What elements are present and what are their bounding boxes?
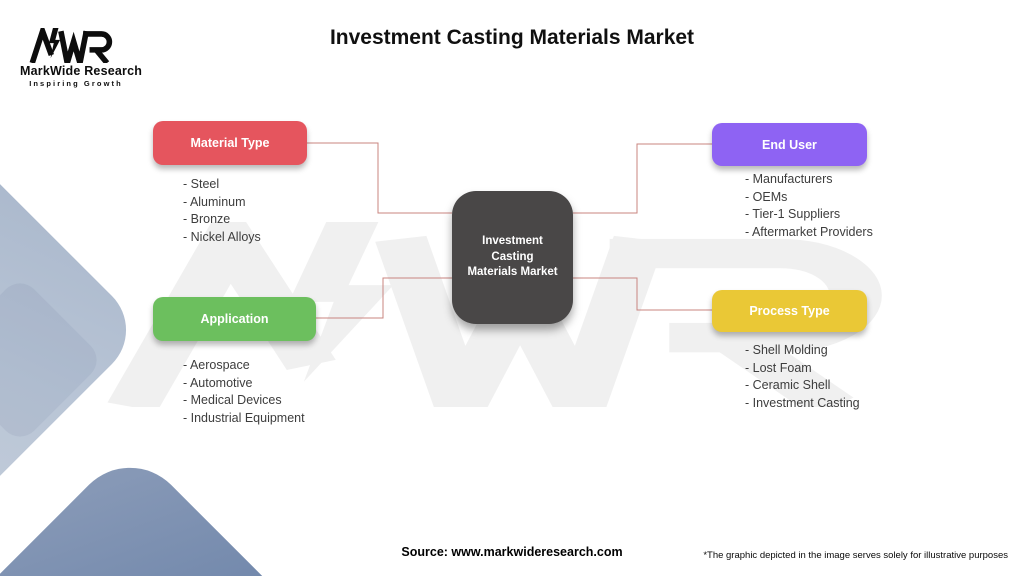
- source-attribution: Source: www.markwideresearch.com: [401, 545, 623, 559]
- list-item: - Aerospace: [183, 358, 250, 372]
- branch-box-end-user: End User: [712, 123, 867, 166]
- center-node-line2: Materials Market: [467, 266, 558, 279]
- connector-material-type: [307, 142, 452, 214]
- branch-label: Material Type: [190, 136, 270, 150]
- list-item: - OEMs: [745, 189, 788, 204]
- branch-box-material-type: Material Type: [153, 121, 307, 165]
- list-item: - Bronze: [183, 212, 231, 227]
- page-title: Investment Casting Materials Market: [329, 26, 695, 49]
- disclaimer-note: *The graphic depicted in the image serve…: [703, 550, 1008, 561]
- connector-end-user: [573, 143, 713, 214]
- logo-tagline: Inspiring Growth: [29, 79, 123, 88]
- branch-box-process-type: Process Type: [712, 290, 867, 332]
- branch-items-application: - Aerospace - Automotive - Medical Devic…: [183, 357, 305, 427]
- list-item: - Automotive: [183, 375, 253, 390]
- branch-label: Application: [200, 312, 269, 326]
- branch-items-material-type: - Steel - Aluminum - Bronze - Nickel All…: [183, 176, 261, 246]
- list-item: - Lost Foam: [745, 360, 812, 375]
- list-item: - Shell Molding: [745, 343, 828, 357]
- branch-label: Process Type: [749, 304, 830, 318]
- list-item: - Tier-1 Suppliers: [745, 207, 841, 222]
- list-item: - Aluminum: [183, 194, 246, 209]
- branch-box-application: Application: [153, 297, 316, 341]
- list-item: - Medical Devices: [183, 393, 282, 408]
- branch-items-process-type: - Shell Molding - Lost Foam - Ceramic Sh…: [745, 342, 860, 412]
- list-item: - Ceramic Shell: [745, 378, 831, 393]
- list-item: - Investment Casting: [745, 395, 860, 410]
- list-item: - Steel: [183, 177, 220, 191]
- list-item: - Aftermarket Providers: [745, 224, 873, 239]
- list-item: - Nickel Alloys: [183, 229, 261, 244]
- list-item: - Industrial Equipment: [183, 410, 305, 425]
- center-node-label: Investment Casting Materials Market: [452, 234, 573, 281]
- markwide-logo: MarkWide Research Inspiring Growth: [20, 28, 143, 88]
- branch-items-end-user: - Manufacturers - OEMs - Tier-1 Supplier…: [745, 171, 873, 241]
- logo-name: MarkWide Research: [20, 64, 143, 78]
- center-node-line1: Investment Casting: [482, 235, 543, 263]
- center-node: Investment Casting Materials Market: [452, 191, 573, 324]
- branch-label: End User: [762, 137, 817, 152]
- list-item: - Manufacturers: [745, 172, 833, 186]
